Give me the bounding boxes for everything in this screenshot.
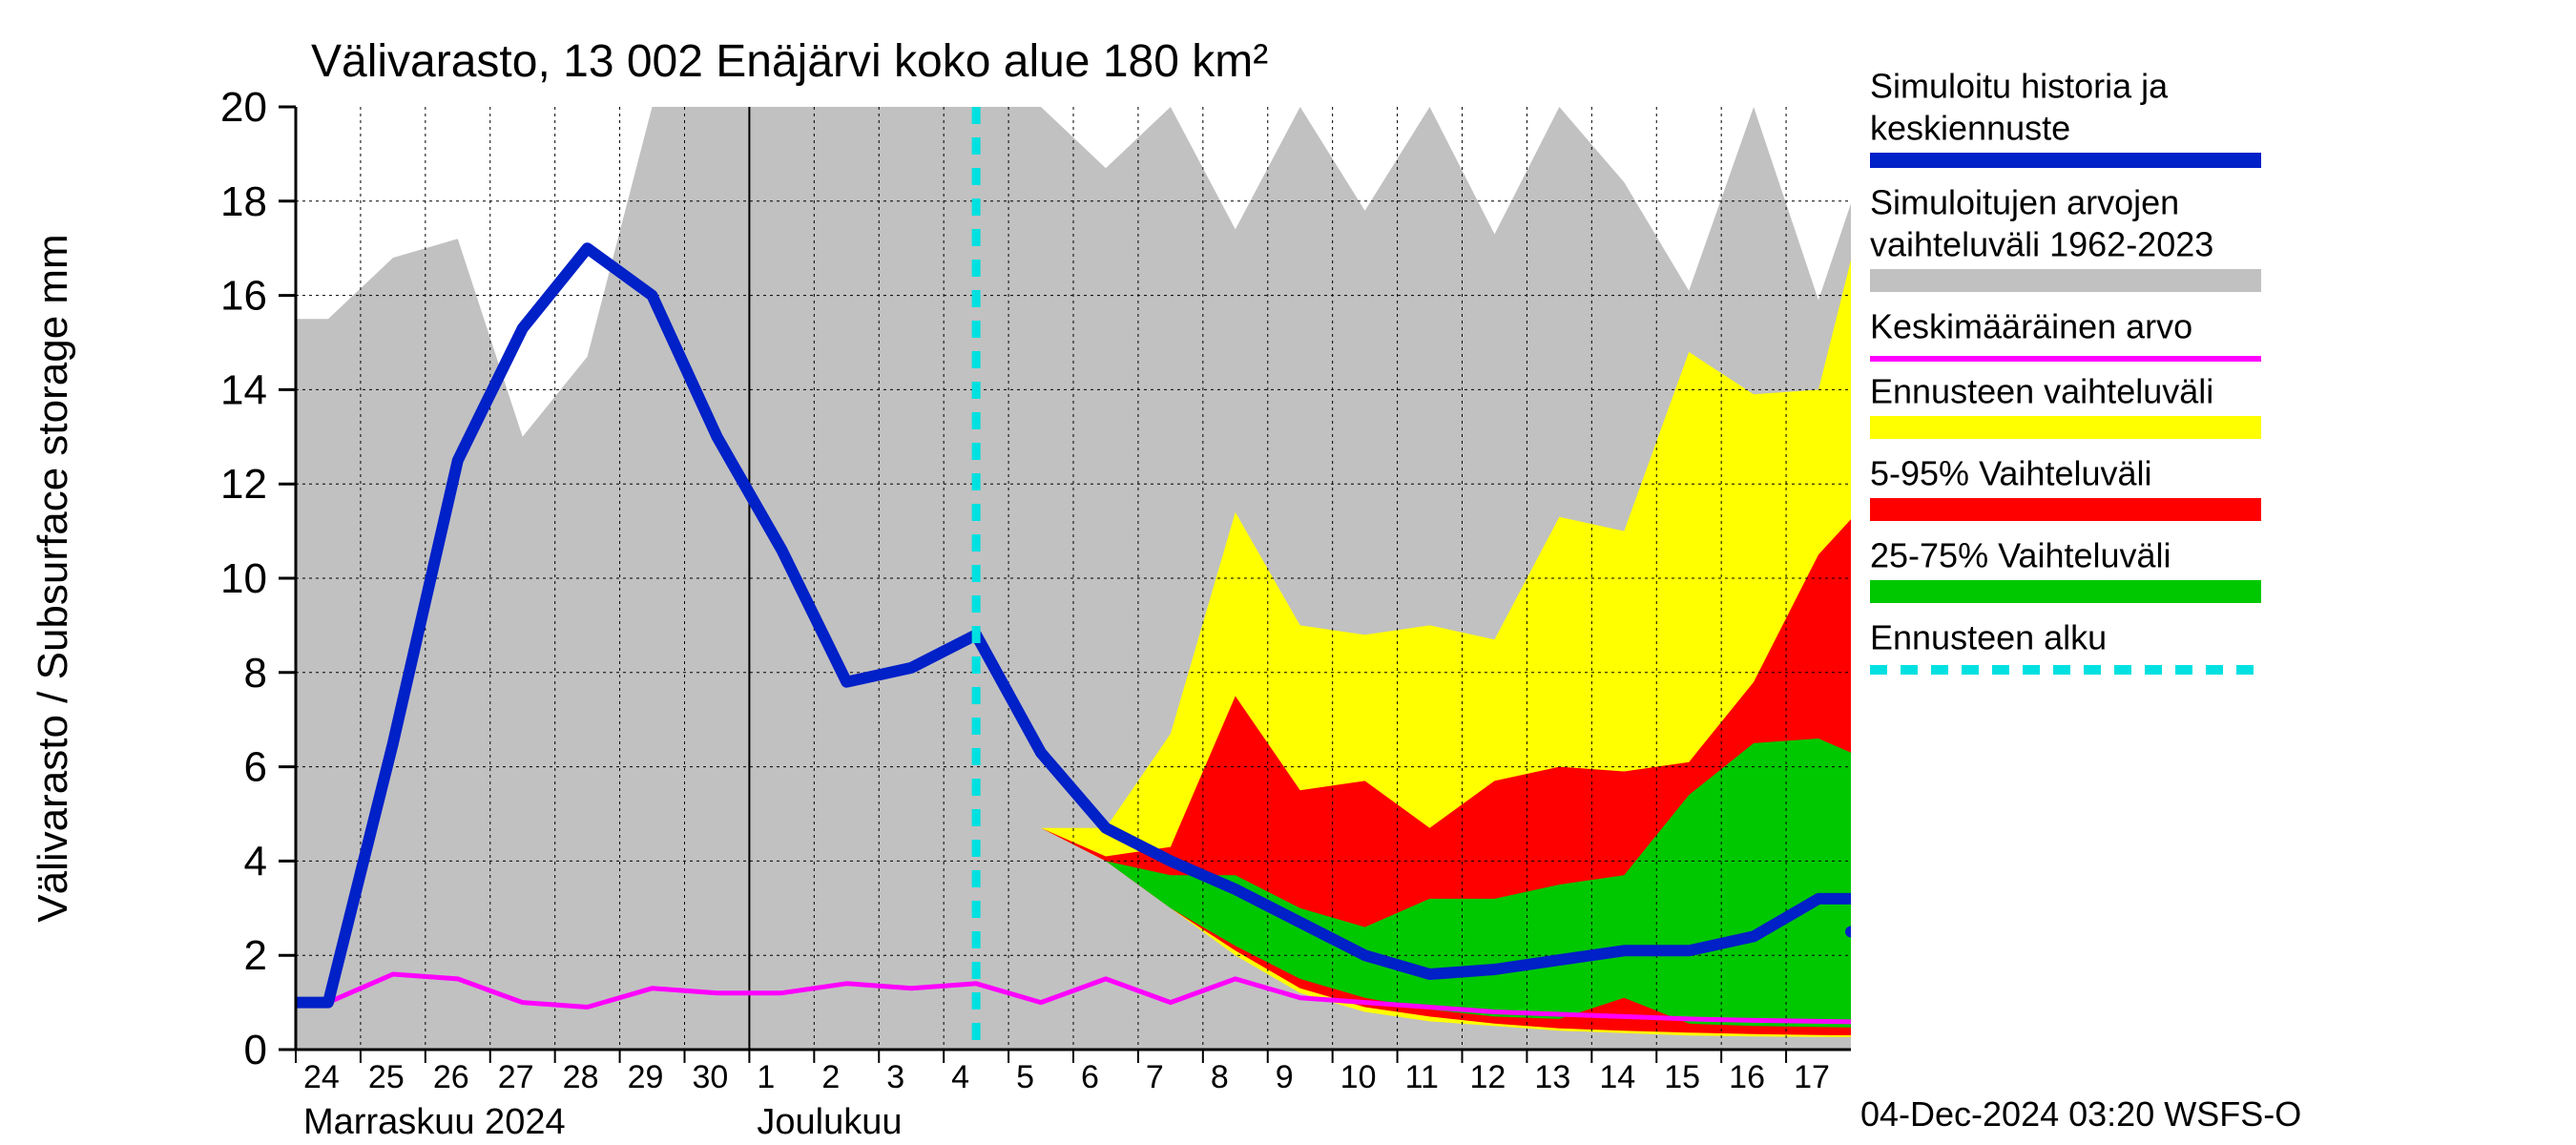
x-tick-label: 13 xyxy=(1534,1059,1570,1095)
y-tick-label: 18 xyxy=(220,178,267,225)
x-tick-label: 10 xyxy=(1340,1059,1377,1095)
y-tick-label: 2 xyxy=(244,932,267,979)
x-tick-label: 17 xyxy=(1794,1059,1830,1095)
y-tick-label: 0 xyxy=(244,1027,267,1073)
legend-label: vaihteluväli 1962-2023 xyxy=(1870,225,2213,264)
y-tick-label: 6 xyxy=(244,744,267,791)
x-tick-label: 9 xyxy=(1276,1059,1294,1095)
month-label: Marraskuu 2024 xyxy=(303,1102,566,1142)
chart-title: Välivarasto, 13 002 Enäjärvi koko alue 1… xyxy=(311,36,1268,87)
y-tick-label: 14 xyxy=(220,366,267,413)
legend-label: Keskimääräinen arvo xyxy=(1870,307,2192,346)
y-tick-label: 8 xyxy=(244,650,267,697)
x-tick-label: 30 xyxy=(693,1059,729,1095)
legend-label: Ennusteen vaihteluväli xyxy=(1870,372,2213,411)
x-tick-label: 2 xyxy=(821,1059,840,1095)
y-tick-label: 10 xyxy=(220,555,267,602)
legend-label: Simuloitu historia ja xyxy=(1870,67,2169,106)
x-tick-label: 24 xyxy=(303,1059,340,1095)
y-tick-label: 4 xyxy=(244,838,267,885)
x-tick-label: 27 xyxy=(498,1059,534,1095)
y-tick-label: 16 xyxy=(220,273,267,320)
x-tick-label: 14 xyxy=(1599,1059,1635,1095)
legend-label: 5-95% Vaihteluväli xyxy=(1870,454,2152,493)
x-tick-label: 16 xyxy=(1729,1059,1765,1095)
x-tick-label: 1 xyxy=(757,1059,775,1095)
x-tick-label: 5 xyxy=(1016,1059,1034,1095)
x-tick-label: 28 xyxy=(563,1059,599,1095)
x-tick-label: 29 xyxy=(628,1059,664,1095)
x-tick-label: 25 xyxy=(368,1059,405,1095)
legend-swatch xyxy=(1870,269,2261,292)
month-label: Joulukuu xyxy=(757,1102,902,1142)
footer-timestamp: 04-Dec-2024 03:20 WSFS-O xyxy=(1860,1094,2301,1134)
y-axis-label: Välivarasto / Subsurface storage mm xyxy=(30,234,76,922)
legend-label: Ennusteen alku xyxy=(1870,618,2107,657)
x-tick-label: 11 xyxy=(1405,1059,1439,1095)
legend-swatch xyxy=(1870,416,2261,439)
x-tick-label: 8 xyxy=(1211,1059,1229,1095)
legend-swatch xyxy=(1870,498,2261,521)
legend-label: 25-75% Vaihteluväli xyxy=(1870,536,2171,575)
x-tick-label: 26 xyxy=(433,1059,469,1095)
chart-root: 02468101214161820Välivarasto / Subsurfac… xyxy=(0,0,2576,1145)
x-tick-label: 4 xyxy=(951,1059,969,1095)
y-tick-label: 12 xyxy=(220,461,267,508)
y-tick-label: 20 xyxy=(220,84,267,131)
x-tick-label: 15 xyxy=(1664,1059,1700,1095)
chart-svg: 02468101214161820Välivarasto / Subsurfac… xyxy=(0,0,2576,1145)
legend-label: keskiennuste xyxy=(1870,109,2070,148)
legend-label: Simuloitujen arvojen xyxy=(1870,183,2179,222)
x-tick-label: 7 xyxy=(1146,1059,1164,1095)
x-tick-label: 12 xyxy=(1470,1059,1506,1095)
legend-swatch xyxy=(1870,580,2261,603)
x-tick-label: 6 xyxy=(1081,1059,1099,1095)
x-tick-label: 3 xyxy=(886,1059,904,1095)
